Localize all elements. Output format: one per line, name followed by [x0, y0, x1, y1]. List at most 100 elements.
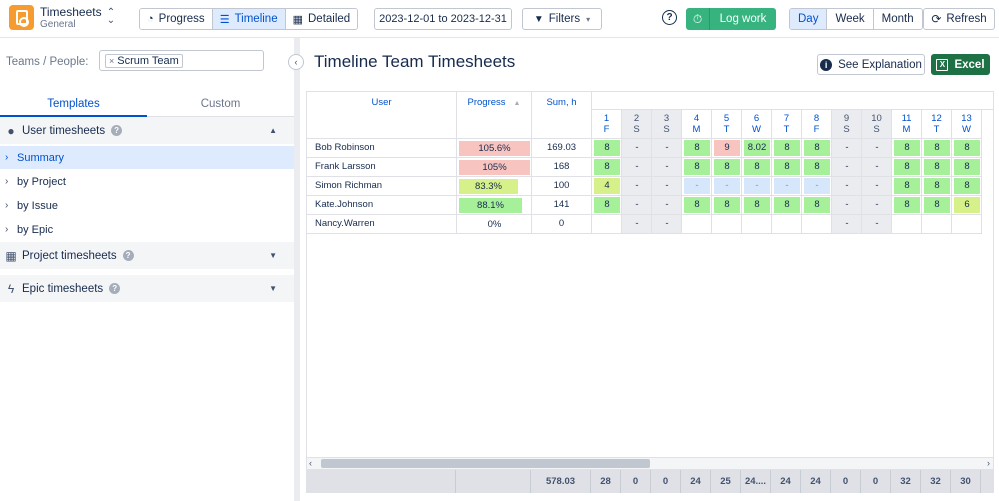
tab-detailed[interactable]: ▦ Detailed [285, 9, 358, 29]
day-cell[interactable]: 9 [712, 139, 742, 158]
table-row[interactable]: Kate.Johnson 88.1% 141 8- -8 8 8 8 8- -8 8 6 [307, 196, 993, 215]
day-cell[interactable] [682, 215, 712, 234]
help-icon[interactable]: ? [662, 10, 677, 25]
user-cell[interactable]: Bob Robinson [307, 139, 457, 158]
day-cell[interactable]: 8 [742, 196, 772, 215]
day-cell[interactable]: 8 [712, 196, 742, 215]
day-cell[interactable]: 8 [922, 158, 952, 177]
day-cell[interactable]: 8 [682, 196, 712, 215]
day-cell[interactable]: - [652, 158, 682, 177]
scroll-right-icon[interactable]: › [987, 458, 990, 468]
day-cell[interactable]: 8 [592, 158, 622, 177]
day-cell[interactable]: 6 [952, 196, 982, 215]
period-month-button[interactable]: Month [881, 13, 914, 25]
day-cell[interactable]: 8 [592, 196, 622, 215]
day-cell[interactable]: - [682, 177, 712, 196]
day-cell[interactable]: 8 [892, 177, 922, 196]
user-cell[interactable]: Kate.Johnson [307, 196, 457, 215]
day-cell[interactable]: - [862, 139, 892, 158]
scroll-left-icon[interactable]: ‹ [309, 458, 312, 468]
date-range-input[interactable]: 2023-12-01 to 2023-12-31 [374, 8, 512, 30]
column-header-progress[interactable]: Progress ▲ [457, 92, 532, 139]
scrollbar-thumb[interactable] [321, 459, 650, 468]
day-cell[interactable]: 8 [682, 158, 712, 177]
day-cell[interactable] [772, 215, 802, 234]
day-cell[interactable] [952, 215, 982, 234]
horizontal-scrollbar[interactable]: ‹ › [306, 457, 994, 470]
help-icon[interactable]: ? [111, 125, 123, 136]
template-item-by-issue[interactable]: › by Issue [5, 199, 58, 212]
day-cell[interactable]: 8 [922, 139, 952, 158]
day-cell[interactable]: - [652, 139, 682, 158]
user-cell[interactable]: Nancy.Warren [307, 215, 457, 234]
day-cell[interactable]: 8 [892, 139, 922, 158]
day-cell[interactable]: - [622, 196, 652, 215]
day-cell[interactable]: 8 [922, 177, 952, 196]
day-cell[interactable]: 8 [952, 177, 982, 196]
table-row[interactable]: Simon Richman 83.3% 100 4- - - - - - - - -8 8 8 [307, 177, 993, 196]
day-cell[interactable]: 4 [592, 177, 622, 196]
day-cell[interactable] [712, 215, 742, 234]
day-cell[interactable]: - [652, 177, 682, 196]
remove-chip-icon[interactable]: × [109, 56, 115, 66]
day-cell[interactable]: 8 [772, 139, 802, 158]
column-header-sum[interactable]: Sum, h [532, 92, 592, 139]
template-item-by-epic[interactable]: › by Epic [5, 223, 54, 236]
table-row[interactable]: Frank Larsson 105% 168 8- -8 8 8 8 8- -8 8 8 [307, 158, 993, 177]
day-cell[interactable]: - [862, 196, 892, 215]
day-cell[interactable]: - [862, 215, 892, 234]
teams-select[interactable]: × Scrum Team [99, 50, 264, 71]
group-user-timesheets[interactable]: ● User timesheets? ▲ [0, 117, 294, 144]
help-icon[interactable]: ? [122, 250, 134, 261]
refresh-button[interactable]: ⟳ Refresh [923, 8, 995, 30]
day-cell[interactable]: - [652, 215, 682, 234]
period-day-button[interactable]: Day [790, 9, 828, 29]
day-cell[interactable]: 8 [772, 196, 802, 215]
group-project-timesheets[interactable]: ▦ Project timesheets? ▼ [0, 242, 294, 269]
log-work-button[interactable]: ⏱ Log work [686, 8, 776, 30]
day-cell[interactable]: - [622, 177, 652, 196]
day-cell[interactable]: - [622, 215, 652, 234]
day-cell[interactable] [892, 215, 922, 234]
day-cell[interactable]: - [862, 158, 892, 177]
see-explanation-button[interactable]: i See Explanation [817, 54, 925, 75]
tab-timeline[interactable]: ☰ Timeline [212, 9, 286, 29]
day-cell[interactable]: 8 [772, 158, 802, 177]
day-cell[interactable]: - [652, 196, 682, 215]
day-cell[interactable]: 8 [802, 158, 832, 177]
day-cell[interactable]: 8.02 [742, 139, 772, 158]
day-cell[interactable]: 8 [802, 139, 832, 158]
collapse-sidebar-icon[interactable]: ‹ [288, 54, 304, 70]
day-cell[interactable]: - [622, 158, 652, 177]
user-cell[interactable]: Simon Richman [307, 177, 457, 196]
day-cell[interactable]: 8 [712, 158, 742, 177]
tab-custom[interactable]: Custom [147, 95, 294, 117]
day-cell[interactable]: - [832, 139, 862, 158]
day-cell[interactable]: - [832, 215, 862, 234]
period-week-button[interactable]: Week [827, 9, 874, 29]
day-cell[interactable] [742, 215, 772, 234]
excel-export-button[interactable]: X Excel [931, 54, 990, 75]
day-cell[interactable]: 8 [742, 158, 772, 177]
day-cell[interactable]: 8 [592, 139, 622, 158]
sidebar-divider[interactable] [294, 38, 300, 501]
day-cell[interactable] [922, 215, 952, 234]
day-cell[interactable]: 8 [892, 158, 922, 177]
table-row[interactable]: Nancy.Warren 0% 0 - - - - [307, 215, 993, 234]
day-cell[interactable]: 8 [952, 139, 982, 158]
filters-button[interactable]: ▼ Filters ▾ [522, 8, 602, 30]
tab-templates[interactable]: Templates [0, 95, 147, 117]
day-cell[interactable]: - [712, 177, 742, 196]
day-cell[interactable]: - [832, 196, 862, 215]
day-cell[interactable] [592, 215, 622, 234]
template-item-by-project[interactable]: › by Project [5, 175, 66, 188]
template-item-summary[interactable]: › Summary [0, 146, 294, 169]
day-cell[interactable]: - [832, 177, 862, 196]
day-cell[interactable]: - [622, 139, 652, 158]
day-cell[interactable]: 8 [922, 196, 952, 215]
table-row[interactable]: Bob Robinson 105.6% 169.03 8- -8 9 8.02 8 8- -8 8 8 [307, 139, 993, 158]
day-cell[interactable]: - [862, 177, 892, 196]
chevron-updown-icon[interactable]: ⌃ ⌄ [106, 7, 116, 26]
day-cell[interactable]: - [832, 158, 862, 177]
day-cell[interactable]: 8 [952, 158, 982, 177]
